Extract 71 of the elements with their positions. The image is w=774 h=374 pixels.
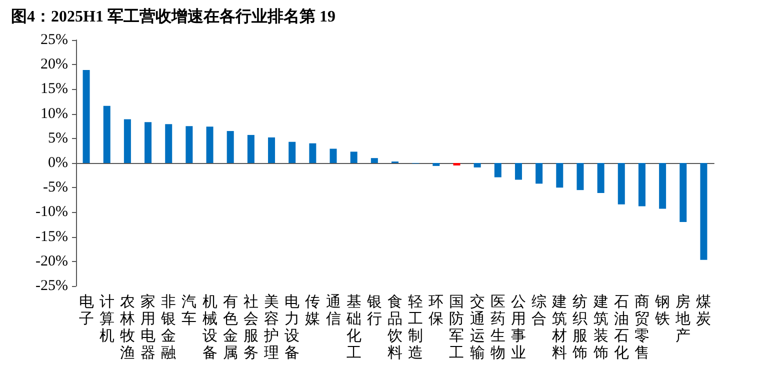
x-tick-label: 计算机 <box>99 294 114 344</box>
bar <box>556 163 564 188</box>
bar <box>268 137 276 163</box>
bar <box>330 148 337 163</box>
x-tick-label: 国防军工 <box>449 294 464 362</box>
x-tick-label: 石油石化 <box>614 294 629 362</box>
bar <box>186 126 193 163</box>
x-tick-label: 交通运输 <box>470 294 485 362</box>
x-tick-label: 建筑材料 <box>551 294 568 362</box>
y-tick-label: -10% <box>36 204 68 220</box>
bar <box>124 119 131 163</box>
bar <box>82 70 90 163</box>
bar <box>206 126 214 163</box>
bar <box>165 124 172 163</box>
bar <box>247 134 254 163</box>
bar <box>576 163 584 190</box>
y-tick-label: 25% <box>40 32 68 48</box>
y-tick-label: 5% <box>48 130 68 146</box>
bar <box>432 163 440 166</box>
x-tick-label: 美容护理 <box>263 294 280 362</box>
bar <box>370 158 378 163</box>
y-tick-label: 20% <box>40 56 68 73</box>
x-tick-label: 基础化工 <box>345 294 362 362</box>
x-tick-label: 传媒 <box>305 294 320 328</box>
bar <box>536 163 543 184</box>
x-tick-label: 商贸零售 <box>634 294 650 362</box>
bar <box>350 152 358 163</box>
bar <box>474 163 481 168</box>
x-tick-label: 纺织服饰 <box>572 294 588 362</box>
x-tick-label: 社会服务 <box>243 294 258 362</box>
bar <box>638 163 646 206</box>
x-tick-label: 食品饮料 <box>386 294 402 362</box>
bar <box>144 122 152 163</box>
bar <box>659 163 666 209</box>
y-tick-label: -20% <box>36 253 68 270</box>
x-tick-label: 非银金融 <box>160 294 176 362</box>
bar <box>514 163 522 180</box>
bar <box>680 163 687 222</box>
y-tick-label: 0% <box>48 155 68 171</box>
y-tick-label: -5% <box>43 180 68 196</box>
bar <box>618 163 625 204</box>
y-tick-label: -25% <box>36 278 68 294</box>
x-tick-label: 有色金属 <box>222 294 238 362</box>
bar <box>103 106 110 163</box>
bar <box>494 163 502 178</box>
x-tick-label: 医药生物 <box>490 294 506 362</box>
x-tick-label: 公用事业 <box>510 294 526 362</box>
x-tick-label: 汽车 <box>182 294 197 328</box>
bar <box>700 163 708 260</box>
bar <box>226 131 234 163</box>
x-tick-label: 电子 <box>78 294 94 328</box>
x-tick-label: 轻工制造 <box>408 294 424 362</box>
x-tick-label: 电力设备 <box>284 294 300 362</box>
bar <box>309 143 316 163</box>
x-tick-label: 综合 <box>532 294 547 328</box>
bar <box>597 163 604 194</box>
x-tick-label: 环保 <box>428 294 444 328</box>
x-tick-label: 钢铁 <box>654 294 670 328</box>
bar <box>288 142 296 163</box>
x-tick-label: 通信 <box>326 294 341 328</box>
x-tick-label: 煤炭 <box>696 294 712 328</box>
chart-title: 图4：2025H1 军工营收增速在各行业排名第 19 <box>11 8 336 26</box>
x-tick-label: 建筑装饰 <box>592 294 608 362</box>
y-tick-label: 10% <box>40 106 68 122</box>
y-tick-label: -15% <box>36 228 68 245</box>
x-tick-label: 农林牧渔 <box>118 294 135 362</box>
x-tick-label: 银行 <box>366 294 382 328</box>
y-tick-label: 15% <box>40 81 68 98</box>
x-tick-label: 机械设备 <box>202 294 218 362</box>
x-tick-label: 房地产 <box>674 294 691 344</box>
x-tick-label: 家用电器 <box>140 294 156 362</box>
